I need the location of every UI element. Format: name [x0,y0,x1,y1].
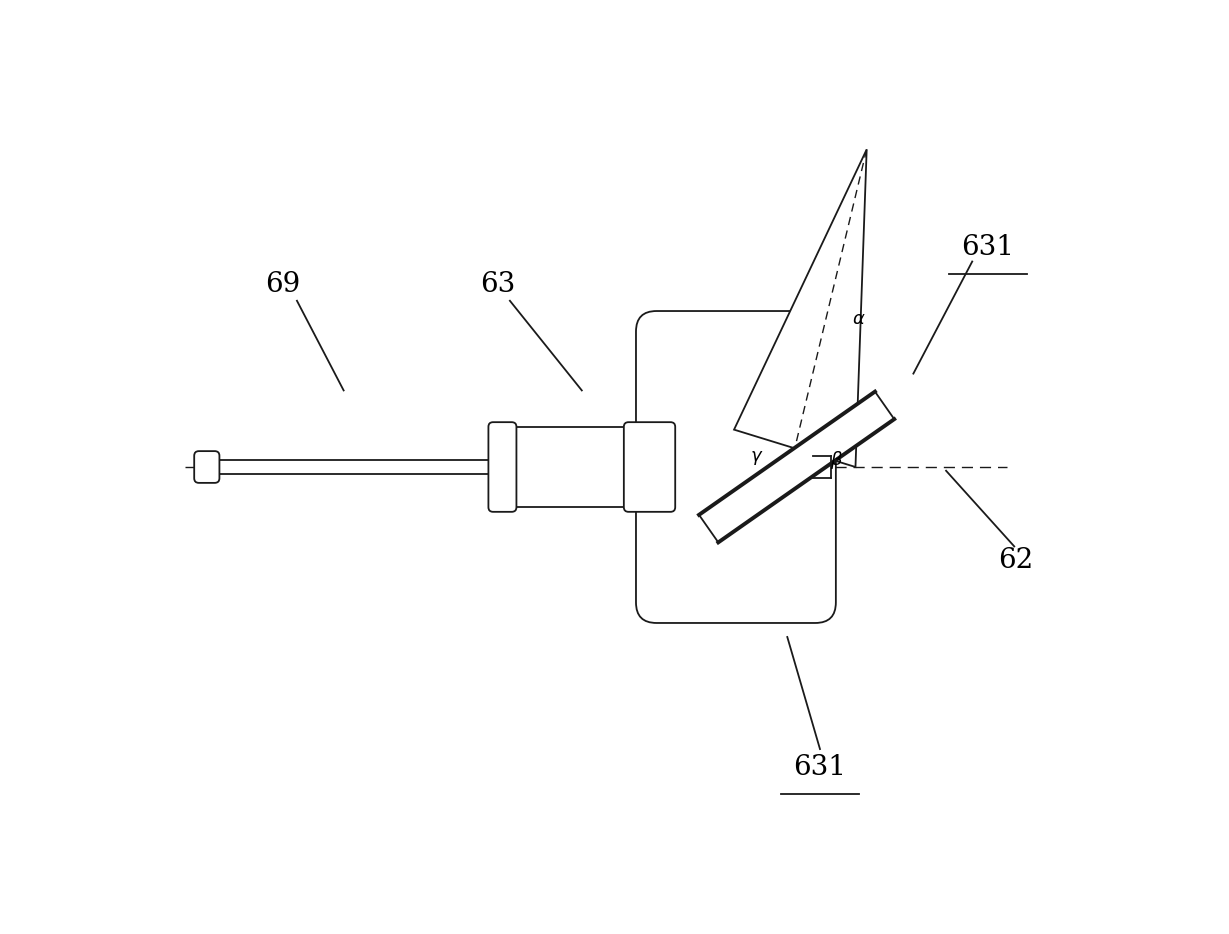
Bar [215,460,503,474]
Text: $\beta$: $\beta$ [831,448,843,471]
Text: 69: 69 [265,272,301,298]
FancyBboxPatch shape [488,422,516,512]
Text: 62: 62 [998,547,1034,573]
Polygon shape [734,149,866,467]
Text: $\alpha$: $\alpha$ [853,310,866,329]
FancyBboxPatch shape [635,311,836,623]
FancyBboxPatch shape [194,451,220,483]
Text: $\gamma$: $\gamma$ [750,448,763,467]
Polygon shape [699,391,895,543]
Text: 631: 631 [961,234,1015,261]
Bar [500,427,656,507]
Text: 63: 63 [481,272,515,298]
Text: 631: 631 [794,755,847,781]
FancyBboxPatch shape [624,422,675,512]
